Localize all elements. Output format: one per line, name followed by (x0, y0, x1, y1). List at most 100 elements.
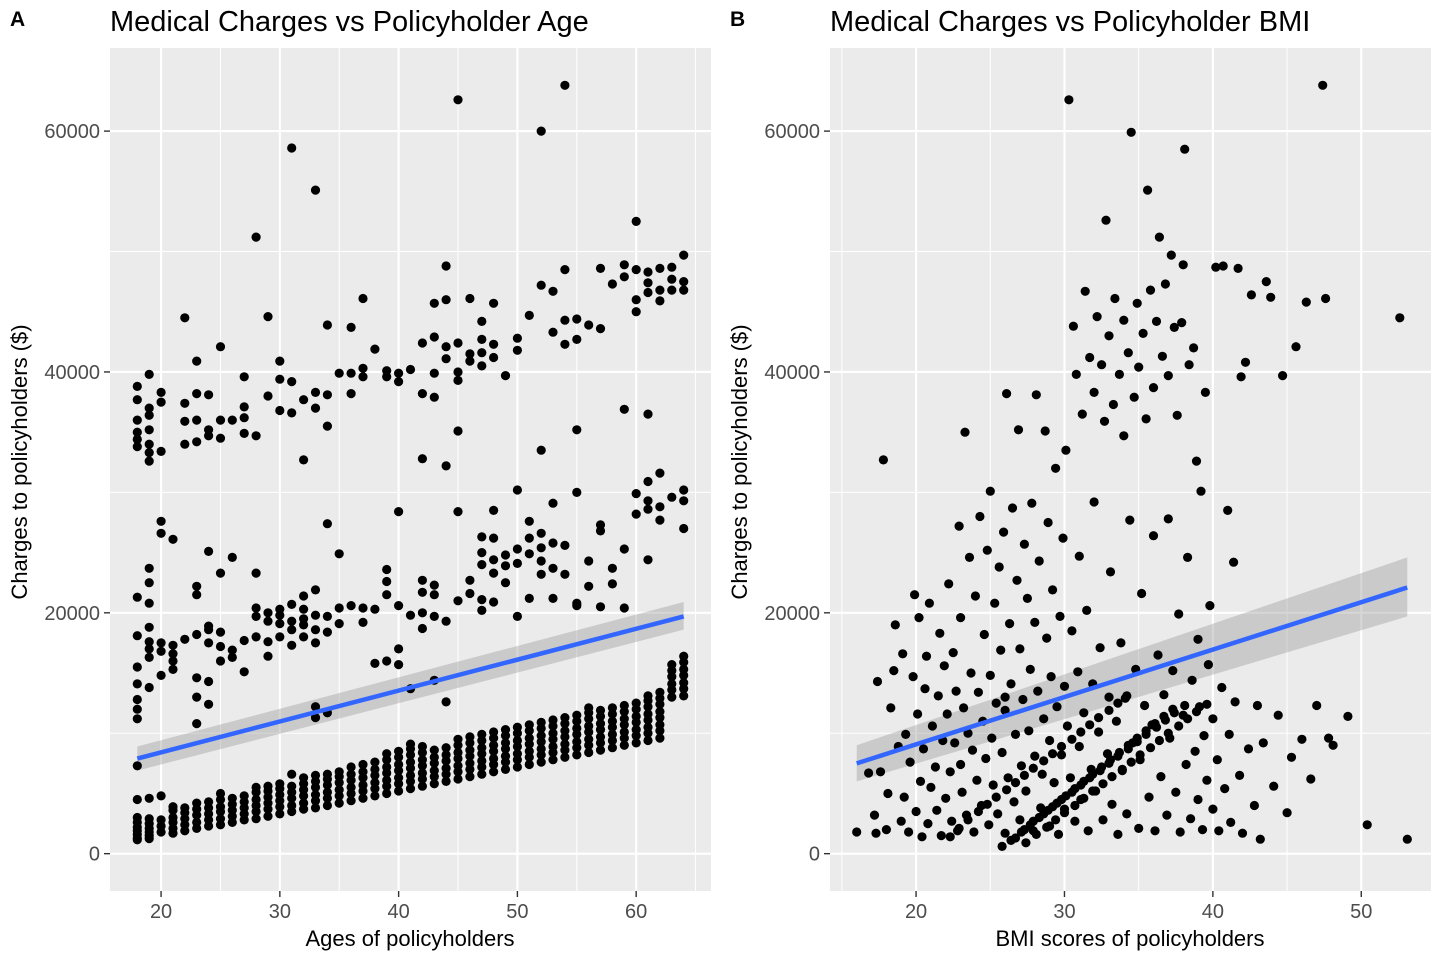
data-point (883, 788, 893, 799)
panel-b-regression-line (856, 585, 1408, 766)
data-point (310, 702, 321, 712)
data-point (1018, 694, 1028, 705)
data-point (1079, 793, 1089, 803)
data-point (607, 563, 618, 573)
panel-a: A Medical Charges vs Policyholder Age 20… (7, 6, 711, 951)
data-point (512, 735, 523, 746)
data-point (204, 546, 214, 557)
data-point (619, 272, 629, 282)
data-point (1039, 714, 1049, 724)
data-point (1214, 826, 1224, 836)
data-point (918, 744, 929, 754)
data-point (981, 753, 991, 764)
data-point (619, 740, 629, 750)
panel-a-x-axis-title: Ages of policyholders (305, 926, 514, 951)
data-point (358, 293, 368, 304)
data-point (310, 713, 321, 723)
data-point (1065, 773, 1075, 783)
data-point (1141, 414, 1151, 424)
data-point (370, 791, 380, 801)
data-point (144, 644, 154, 654)
data-point (1193, 634, 1203, 644)
data-point (144, 578, 154, 588)
data-point (1150, 826, 1160, 836)
data-point (643, 555, 653, 565)
data-point (1085, 720, 1095, 730)
data-point (453, 367, 463, 377)
data-point (1187, 675, 1197, 685)
x-tick-label: 50 (506, 901, 528, 923)
data-point (204, 699, 214, 709)
data-point (1012, 575, 1022, 585)
data-point (1282, 808, 1292, 818)
data-point (477, 743, 487, 753)
data-point (560, 80, 570, 90)
data-point (548, 728, 558, 738)
data-point (524, 746, 534, 756)
data-point (144, 425, 154, 435)
data-point (358, 372, 368, 382)
data-point (215, 433, 226, 443)
data-point (512, 485, 523, 495)
x-tick-label: 40 (387, 901, 409, 923)
data-point (945, 767, 955, 777)
data-point (346, 368, 356, 378)
data-point (227, 552, 237, 563)
data-point (1169, 322, 1179, 332)
data-point (997, 747, 1007, 758)
data-point (1172, 410, 1182, 420)
data-point (936, 831, 946, 841)
panel-a-axes: 20 30 40 50 60 0 20000 40000 60000 (44, 121, 647, 923)
data-point (1083, 826, 1093, 836)
data-point (1009, 797, 1019, 807)
data-point (923, 819, 933, 829)
data-point (607, 279, 618, 289)
data-point (358, 767, 368, 777)
data-point (886, 703, 896, 713)
data-point (1111, 716, 1121, 726)
data-point (889, 666, 899, 676)
data-point (192, 581, 202, 591)
data-point (1098, 779, 1108, 789)
data-point (251, 232, 261, 242)
data-point (346, 389, 356, 399)
data-point (999, 527, 1009, 537)
y-tick-label: 0 (89, 844, 100, 866)
data-point (144, 793, 154, 803)
data-point (1067, 734, 1077, 744)
data-point (643, 476, 653, 487)
data-point (560, 540, 570, 551)
data-point (263, 608, 273, 618)
data-point (1104, 692, 1114, 702)
data-point (382, 656, 392, 666)
data-point (441, 743, 451, 753)
data-point (1061, 445, 1071, 455)
y-tick-label: 60000 (44, 121, 100, 143)
data-point (1163, 371, 1173, 381)
data-point (310, 790, 321, 800)
data-point (477, 361, 487, 371)
y-tick-label: 60000 (764, 121, 820, 143)
data-point (251, 794, 261, 805)
data-point (920, 684, 930, 694)
data-point (1191, 707, 1202, 717)
data-point (987, 733, 997, 743)
data-point (667, 679, 677, 689)
data-point (275, 374, 285, 384)
data-point (908, 672, 918, 682)
data-point (132, 395, 142, 405)
data-point (275, 356, 285, 366)
data-point (905, 757, 915, 767)
data-point (204, 797, 214, 807)
panel-b: B Medical Charges vs Policyholder BMI 20… (727, 6, 1431, 951)
data-point (168, 664, 178, 675)
data-point (500, 578, 511, 588)
data-point (1223, 505, 1233, 515)
data-point (536, 280, 546, 290)
data-point (1183, 552, 1193, 563)
data-point (560, 265, 570, 275)
data-point (1226, 817, 1236, 828)
data-point (1005, 619, 1015, 629)
data-point (1132, 298, 1142, 308)
